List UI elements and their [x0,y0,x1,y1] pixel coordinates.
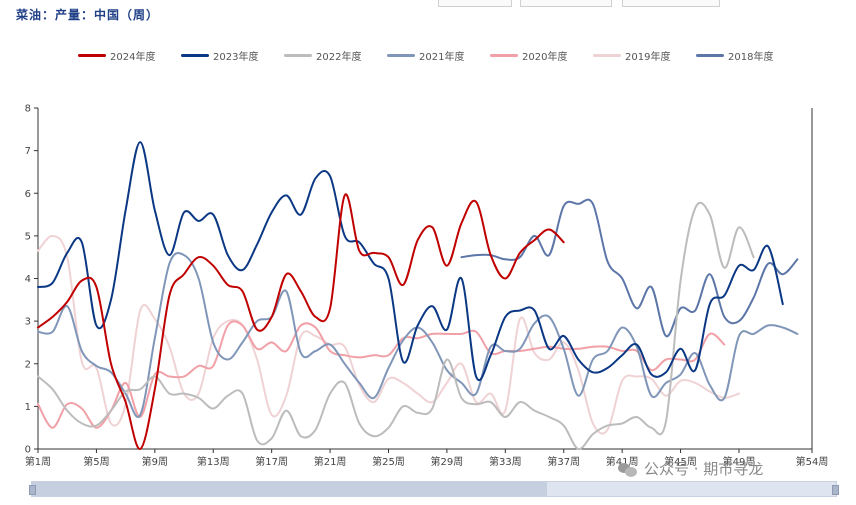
x-tick-label: 第1周 [25,455,51,468]
x-tick-label: 第41周 [606,455,639,468]
chart-legend: 2024年度 2023年度 2022年度 2021年度 2020年度 2019年度 2018… [0,48,856,68]
legend-label: 2018年度 [728,52,774,63]
legend-label: 2019年度 [625,52,671,63]
x-tick-label: 第13周 [197,455,230,468]
y-tick-label: 7 [25,146,31,157]
y-tick-label: 2 [25,359,31,370]
series-line-2023年度 [37,141,784,381]
legend-label: 2021年度 [419,52,465,63]
x-tick-label: 第37周 [547,455,580,468]
legend-item[interactable]: 2019年度 [593,48,670,63]
legend-item[interactable]: 2023年度 [181,48,258,63]
x-tick-label: 第29周 [431,455,464,468]
legend-label: 2020年度 [522,52,568,63]
legend-label: 2024年度 [110,52,156,63]
y-tick-label: 0 [25,445,31,456]
legend-swatch [490,54,518,57]
legend-swatch [696,54,724,57]
series-line-2024年度 [37,193,565,451]
slider-handle-right[interactable] [832,485,839,495]
x-tick-label: 第25周 [372,455,405,468]
top-tab[interactable] [438,0,512,7]
y-tick-label: 1 [25,402,31,413]
x-tick-label: 第5周 [83,455,109,468]
y-tick-label: 8 [25,104,31,115]
legend-item[interactable]: 2018年度 [696,48,773,63]
zoom-slider[interactable] [29,481,839,497]
watermark-text: 公众号 · 期市寻龙 [644,460,764,478]
x-tick-label: 第33周 [489,455,522,468]
legend-item[interactable]: 2024年度 [78,48,155,63]
legend-item[interactable]: 2021年度 [387,48,464,63]
x-tick-label: 第9周 [142,455,168,468]
legend-swatch [387,54,415,57]
x-tick-label: 第21周 [314,455,347,468]
legend-swatch [284,54,312,57]
y-tick-label: 3 [25,317,31,328]
legend-item[interactable]: 2022年度 [284,48,361,63]
x-tick-label: 第45周 [664,455,697,468]
y-tick-label: 5 [25,231,31,242]
x-tick-label: 第49周 [723,455,756,468]
legend-item[interactable]: 2020年度 [490,48,567,63]
series-line-2018年度 [460,198,799,338]
legend-label: 2023年度 [213,52,259,63]
legend-label: 2022年度 [316,52,362,63]
slider-handle-left[interactable] [29,485,36,495]
y-tick-label: 6 [25,189,31,200]
top-tab[interactable] [622,0,720,7]
top-tab[interactable] [520,0,612,7]
watermark: 公众号 · 期市寻龙 [618,458,763,479]
series-line-2019年度 [37,234,740,435]
chart-title: 菜油：产量：中国（周） [16,8,160,22]
wechat-icon [618,461,638,477]
slider-selection[interactable] [32,482,547,496]
y-tick-label: 4 [25,274,31,285]
x-tick-label: 第17周 [255,455,288,468]
legend-swatch [593,54,621,57]
line-chart: 0 1 2 3 4 5 6 7 8 第1周 第5周 第9周 第13周 第17周 第21周 第25周 第29周 第3… [25,104,829,469]
legend-swatch [181,54,209,57]
x-tick-label: 第54周 [796,455,829,468]
legend-swatch [78,54,106,57]
